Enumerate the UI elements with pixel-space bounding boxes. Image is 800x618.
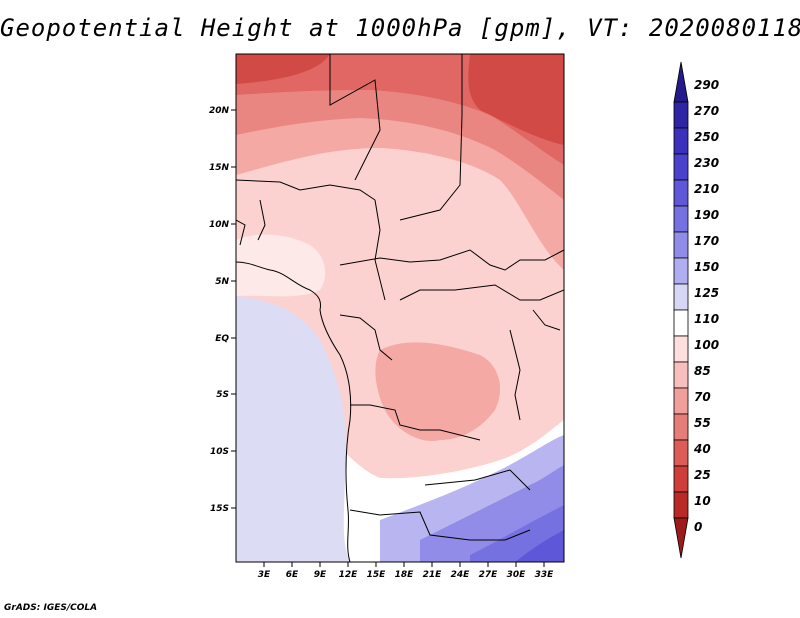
contour-fill xyxy=(236,54,564,562)
colorbar-swatch xyxy=(673,153,689,181)
colorbar-swatch xyxy=(673,257,689,285)
lat-label: 5S xyxy=(216,390,229,400)
colorbar-swatch xyxy=(673,179,689,207)
colorbar-swatch xyxy=(673,61,689,103)
colorbar-label: 190 xyxy=(694,208,719,222)
lon-label: 9E xyxy=(314,570,327,580)
lon-label: 12E xyxy=(339,570,359,580)
colorbar-swatch xyxy=(673,127,689,155)
colorbar: 2902702502302101901701501251101008570554… xyxy=(673,61,719,559)
map-frame xyxy=(235,53,565,563)
lon-label: 3E xyxy=(258,570,271,580)
colorbar-label: 25 xyxy=(694,468,711,482)
lon-label: 27E xyxy=(479,570,499,580)
colorbar-label: 150 xyxy=(694,260,719,274)
colorbar-label: 70 xyxy=(694,390,711,404)
colorbar-label: 270 xyxy=(694,104,719,118)
colorbar-label: 170 xyxy=(694,234,719,248)
colorbar-label: 0 xyxy=(694,520,702,534)
lat-label: EQ xyxy=(215,334,229,344)
colorbar-swatch xyxy=(673,387,689,415)
lon-label: 15E xyxy=(367,570,387,580)
lon-label: 18E xyxy=(395,570,415,580)
lat-label: 15S xyxy=(210,504,229,514)
latitude-labels: 20N 15N 10N 5N EQ 5S 10S 15S xyxy=(209,106,230,514)
lon-label: 30E xyxy=(507,570,527,580)
colorbar-swatch xyxy=(673,439,689,467)
colorbar-label: 110 xyxy=(694,312,719,326)
colorbar-swatch xyxy=(673,231,689,259)
colorbar-swatch xyxy=(673,101,689,129)
colorbar-label: 210 xyxy=(694,182,719,196)
axis-ticks xyxy=(231,109,545,567)
lat-label: 10N xyxy=(209,220,230,230)
chart-title: Geopotential Height at 1000hPa [gpm], VT… xyxy=(0,14,800,42)
colorbar-label: 10 xyxy=(694,494,711,508)
longitude-labels: 3E 6E 9E 12E 15E 18E 21E 24E 27E 30E 33E xyxy=(258,570,554,580)
colorbar-label: 100 xyxy=(694,338,719,352)
lon-label: 21E xyxy=(423,570,443,580)
lon-label: 33E xyxy=(535,570,555,580)
colorbar-swatch xyxy=(673,465,689,493)
colorbar-swatch xyxy=(673,335,689,363)
lon-label: 6E xyxy=(286,570,299,580)
lon-label: 24E xyxy=(451,570,471,580)
colorbar-label: 55 xyxy=(694,416,711,430)
colorbar-label: 250 xyxy=(694,130,719,144)
grads-credit: GrADS: IGES/COLA xyxy=(4,603,98,613)
lat-label: 5N xyxy=(215,277,229,287)
lat-label: 15N xyxy=(209,163,230,173)
colorbar-swatch xyxy=(673,309,689,337)
colorbar-swatch xyxy=(673,517,689,559)
lat-label: 10S xyxy=(210,447,229,457)
country-borders xyxy=(236,54,564,562)
lat-label: 20N xyxy=(209,106,230,116)
colorbar-swatch xyxy=(673,491,689,519)
colorbar-label: 40 xyxy=(693,442,711,456)
colorbar-label: 230 xyxy=(694,156,719,170)
colorbar-label: 85 xyxy=(694,364,711,378)
colorbar-swatch xyxy=(673,361,689,389)
colorbar-swatch xyxy=(673,413,689,441)
colorbar-swatch xyxy=(673,205,689,233)
colorbar-swatch xyxy=(673,283,689,311)
colorbar-label: 125 xyxy=(694,286,719,300)
colorbar-label: 290 xyxy=(694,78,719,92)
